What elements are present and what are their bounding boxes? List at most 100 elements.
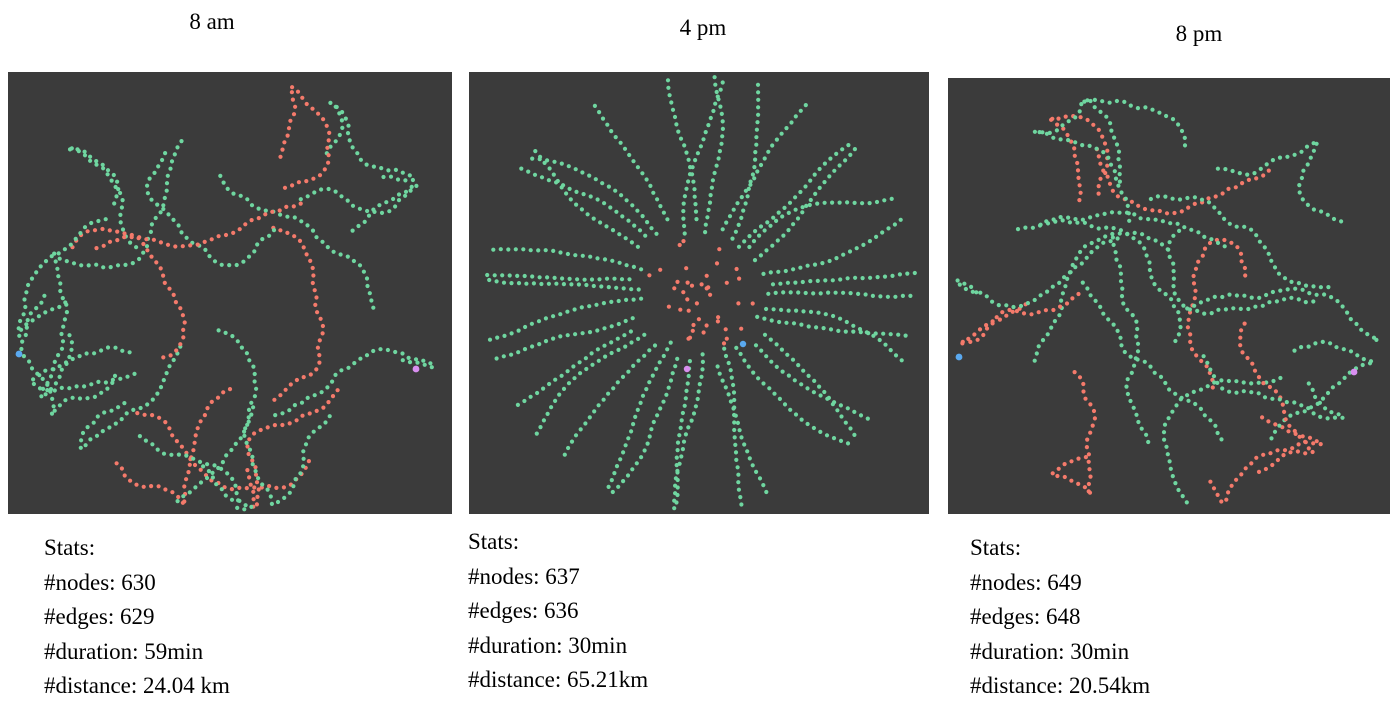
graph-node bbox=[181, 313, 185, 317]
graph-node bbox=[1109, 239, 1113, 243]
graph-node bbox=[1088, 431, 1092, 435]
graph-node bbox=[300, 414, 304, 418]
graph-node bbox=[904, 334, 908, 338]
graph-node bbox=[1269, 259, 1273, 263]
graph-node bbox=[626, 436, 630, 440]
graph-node bbox=[801, 205, 805, 209]
graph-node bbox=[812, 379, 816, 383]
graph-node bbox=[813, 263, 817, 267]
graph-node bbox=[651, 191, 655, 195]
graph-node bbox=[72, 261, 76, 265]
graph-node bbox=[739, 502, 743, 506]
graph-node bbox=[1144, 433, 1148, 437]
graph-node bbox=[580, 207, 584, 211]
graph-node bbox=[753, 158, 757, 162]
graph-node bbox=[753, 258, 757, 262]
graph-node bbox=[1120, 287, 1124, 291]
graph-node bbox=[1148, 268, 1152, 272]
graph-node bbox=[93, 395, 97, 399]
graph-node bbox=[772, 392, 776, 396]
graph-node bbox=[669, 378, 673, 382]
graph-node bbox=[859, 413, 863, 417]
graph-node bbox=[1118, 264, 1122, 268]
graph-node bbox=[603, 257, 607, 261]
graph-node bbox=[560, 276, 564, 280]
graph-node bbox=[85, 351, 89, 355]
graph-node bbox=[128, 241, 132, 245]
graph-node bbox=[546, 412, 550, 416]
graph-node bbox=[1261, 381, 1265, 385]
graph-node bbox=[93, 228, 97, 232]
graph-node bbox=[1055, 128, 1059, 132]
graph-node bbox=[305, 223, 309, 227]
graph-node bbox=[587, 174, 591, 178]
graph-node bbox=[1076, 482, 1080, 486]
graph-node bbox=[1202, 235, 1206, 239]
graph-node bbox=[868, 276, 872, 280]
graph-node bbox=[688, 336, 692, 340]
graph-node bbox=[1261, 173, 1265, 177]
graph-node bbox=[1172, 211, 1176, 215]
graph-node bbox=[384, 200, 388, 204]
graph-node bbox=[302, 375, 306, 379]
graph-node bbox=[1282, 297, 1286, 301]
graph-node bbox=[89, 221, 93, 225]
graph-node bbox=[1051, 308, 1055, 312]
graph-node bbox=[639, 401, 643, 405]
graph-node bbox=[245, 351, 249, 355]
graph-node bbox=[247, 475, 251, 479]
graph-node bbox=[328, 414, 332, 418]
graph-node bbox=[1125, 308, 1129, 312]
graph-node bbox=[249, 401, 253, 405]
graph-node bbox=[1274, 389, 1278, 393]
graph-node bbox=[515, 274, 519, 278]
graph-node bbox=[74, 237, 78, 241]
graph-node bbox=[1065, 301, 1069, 305]
graph-node bbox=[1029, 312, 1033, 316]
graph-node bbox=[838, 317, 842, 321]
graph-node bbox=[733, 435, 737, 439]
graph-node bbox=[794, 309, 798, 313]
graph-node bbox=[882, 198, 886, 202]
graph-node bbox=[300, 401, 304, 405]
graph-node bbox=[79, 446, 83, 450]
graph-node bbox=[1097, 226, 1101, 230]
graph-node bbox=[67, 355, 71, 359]
graph-node bbox=[326, 161, 330, 165]
graph-node bbox=[742, 358, 746, 362]
graph-node bbox=[978, 291, 982, 295]
graph-node bbox=[54, 381, 58, 385]
graph-node bbox=[327, 187, 331, 191]
graph-node bbox=[710, 186, 714, 190]
graph-node bbox=[1168, 255, 1172, 259]
graph-node bbox=[554, 180, 558, 184]
graph-node bbox=[1319, 442, 1323, 446]
graph-node bbox=[1168, 221, 1172, 225]
graph-node bbox=[785, 353, 789, 357]
graph-node bbox=[205, 406, 209, 410]
graph-node bbox=[721, 80, 725, 84]
graph-node bbox=[344, 117, 348, 121]
graph-node bbox=[684, 389, 688, 393]
graph-node bbox=[635, 461, 639, 465]
source-point bbox=[16, 351, 23, 358]
graph-node bbox=[270, 502, 274, 506]
graph-node bbox=[1249, 381, 1253, 385]
graph-node bbox=[299, 202, 303, 206]
graph-node bbox=[339, 252, 343, 256]
graph-node bbox=[149, 198, 153, 202]
graph-node bbox=[94, 246, 98, 250]
graph-node bbox=[102, 410, 106, 414]
graph-node bbox=[1203, 413, 1207, 417]
graph-node bbox=[45, 381, 49, 385]
graph-node bbox=[1301, 197, 1305, 201]
graph-node bbox=[118, 213, 122, 217]
graph-node bbox=[229, 448, 233, 452]
graph-node bbox=[621, 450, 625, 454]
graph-node bbox=[1306, 406, 1310, 410]
graph-node bbox=[107, 425, 111, 429]
graph-node bbox=[148, 177, 152, 181]
graph-node bbox=[1186, 399, 1190, 403]
graph-node bbox=[1192, 281, 1196, 285]
graph-node bbox=[334, 139, 338, 143]
